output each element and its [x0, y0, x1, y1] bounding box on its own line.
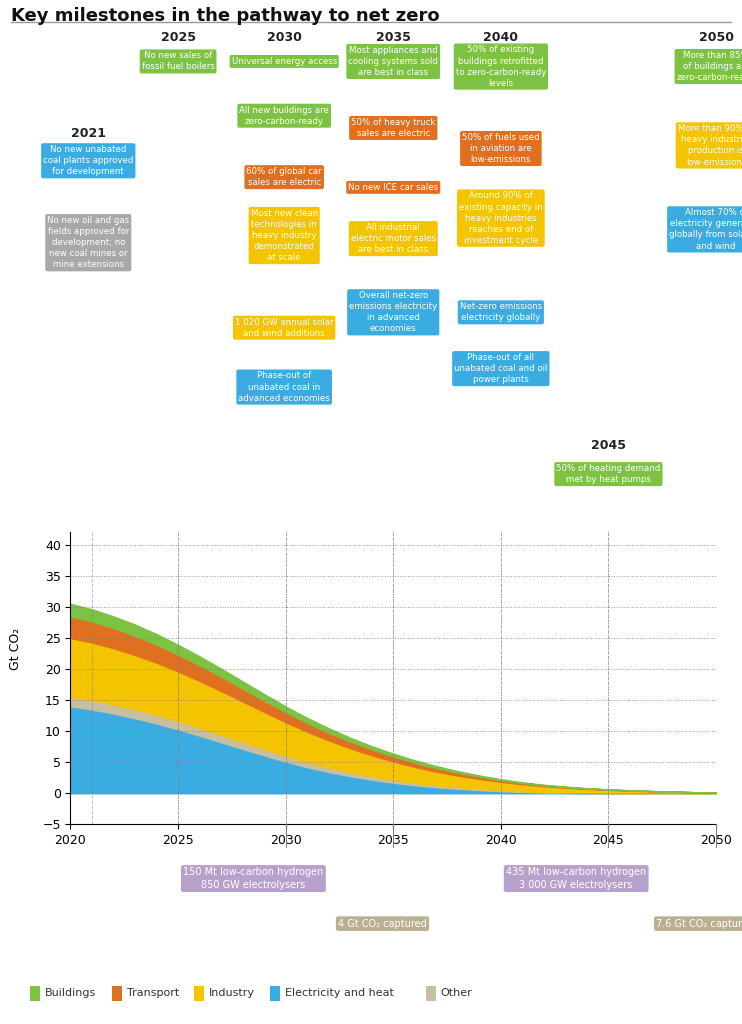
Text: 2050: 2050 — [698, 32, 734, 44]
Text: No new ICE car sales: No new ICE car sales — [348, 183, 439, 191]
Text: More than 90% of
heavy industrial
production is
low-emissions: More than 90% of heavy industrial produc… — [677, 124, 742, 167]
Text: All new buildings are
zero-carbon-ready: All new buildings are zero-carbon-ready — [240, 105, 329, 126]
Text: Industry: Industry — [209, 988, 255, 998]
Text: Universal energy access: Universal energy access — [232, 57, 337, 66]
Text: All industrial
electric motor sales
are best in class: All industrial electric motor sales are … — [351, 223, 436, 254]
Text: Almost 70% of
electricity generation
globally from solar PV
and wind: Almost 70% of electricity generation glo… — [669, 208, 742, 251]
Text: Net-zero emissions
electricity globally: Net-zero emissions electricity globally — [460, 302, 542, 323]
Text: 2045: 2045 — [591, 439, 626, 452]
Text: Other: Other — [441, 988, 473, 998]
Y-axis label: Gt CO₂: Gt CO₂ — [9, 628, 22, 671]
Text: Key milestones in the pathway to net zero: Key milestones in the pathway to net zer… — [11, 7, 440, 26]
Text: Most appliances and
cooling systems sold
are best in class: Most appliances and cooling systems sold… — [348, 46, 439, 77]
Text: 50% of fuels used
in aviation are
low-emissions: 50% of fuels used in aviation are low-em… — [462, 133, 539, 164]
Text: Phase-out of all
unabated coal and oil
power plants: Phase-out of all unabated coal and oil p… — [454, 353, 548, 384]
Text: Buildings: Buildings — [45, 988, 96, 998]
Text: More than 85%
of buildings are
zero-carbon-ready: More than 85% of buildings are zero-carb… — [677, 51, 742, 82]
Text: 50% of heating demand
met by heat pumps: 50% of heating demand met by heat pumps — [556, 464, 660, 484]
Text: 2035: 2035 — [375, 32, 411, 44]
Text: No new unabated
coal plants approved
for development: No new unabated coal plants approved for… — [43, 145, 134, 176]
Text: 2040: 2040 — [483, 32, 519, 44]
Text: Around 90% of
existing capacity in
heavy industries
reaches end of
investment cy: Around 90% of existing capacity in heavy… — [459, 191, 542, 245]
Text: Phase-out of
unabated coal in
advanced economies: Phase-out of unabated coal in advanced e… — [238, 372, 330, 402]
Text: 50% of existing
buildings retrofitted
to zero-carbon-ready
levels: 50% of existing buildings retrofitted to… — [456, 45, 546, 88]
Text: Transport: Transport — [127, 988, 179, 998]
Text: 2025: 2025 — [160, 32, 196, 44]
Text: Overall net-zero
emissions electricity
in advanced
economies: Overall net-zero emissions electricity i… — [349, 291, 437, 334]
Text: 7.6 Gt CO₂ captured: 7.6 Gt CO₂ captured — [656, 919, 742, 929]
Text: 435 Mt low-carbon hydrogen
3 000 GW electrolysers: 435 Mt low-carbon hydrogen 3 000 GW elec… — [506, 867, 646, 890]
Text: 2021: 2021 — [70, 127, 106, 139]
Text: 150 Mt low-carbon hydrogen
850 GW electrolysers: 150 Mt low-carbon hydrogen 850 GW electr… — [183, 867, 324, 890]
Text: 50% of heavy truck
sales are electric: 50% of heavy truck sales are electric — [351, 118, 436, 138]
Text: 4 Gt CO₂ captured: 4 Gt CO₂ captured — [338, 919, 427, 929]
Text: No new sales of
fossil fuel boilers: No new sales of fossil fuel boilers — [142, 51, 214, 72]
Text: 1 020 GW annual solar
and wind additions: 1 020 GW annual solar and wind additions — [235, 317, 333, 338]
Text: No new oil and gas
fields approved for
development; no
new coal mines or
mine ex: No new oil and gas fields approved for d… — [47, 216, 129, 269]
Text: Electricity and heat: Electricity and heat — [285, 988, 394, 998]
Text: Most new clean
technologies in
heavy industry
demonstrated
at scale: Most new clean technologies in heavy ind… — [251, 209, 318, 262]
Text: 60% of global car
sales are electric: 60% of global car sales are electric — [246, 167, 322, 187]
Text: 2030: 2030 — [266, 32, 302, 44]
